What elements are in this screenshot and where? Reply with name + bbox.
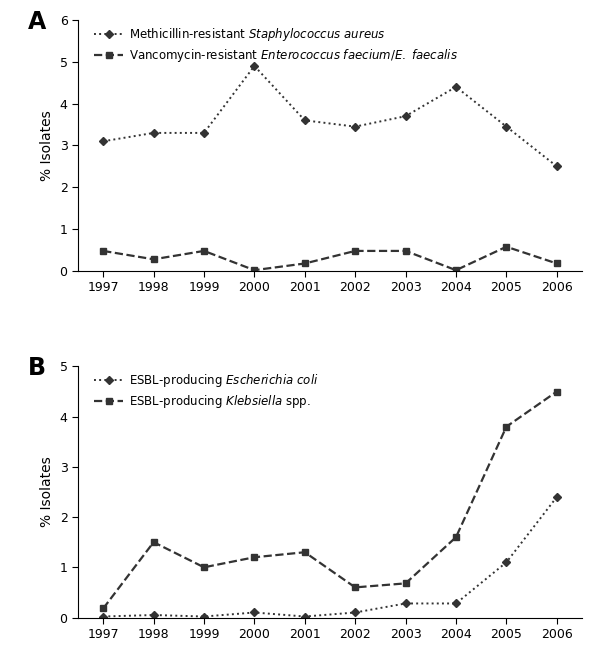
Y-axis label: % Isolates: % Isolates [40,110,54,181]
Legend: ESBL-producing $\mathit{Escherichia\ coli}$, ESBL-producing $\mathit{Klebsiella}: ESBL-producing $\mathit{Escherichia\ col… [94,373,319,410]
Legend: Methicillin-resistant $\mathit{Staphylococcus\ aureus}$, Vancomycin-resistant $\: Methicillin-resistant $\mathit{Staphyloc… [94,26,458,64]
Text: A: A [28,10,46,34]
Y-axis label: % Isolates: % Isolates [40,457,54,527]
Text: B: B [28,357,46,380]
